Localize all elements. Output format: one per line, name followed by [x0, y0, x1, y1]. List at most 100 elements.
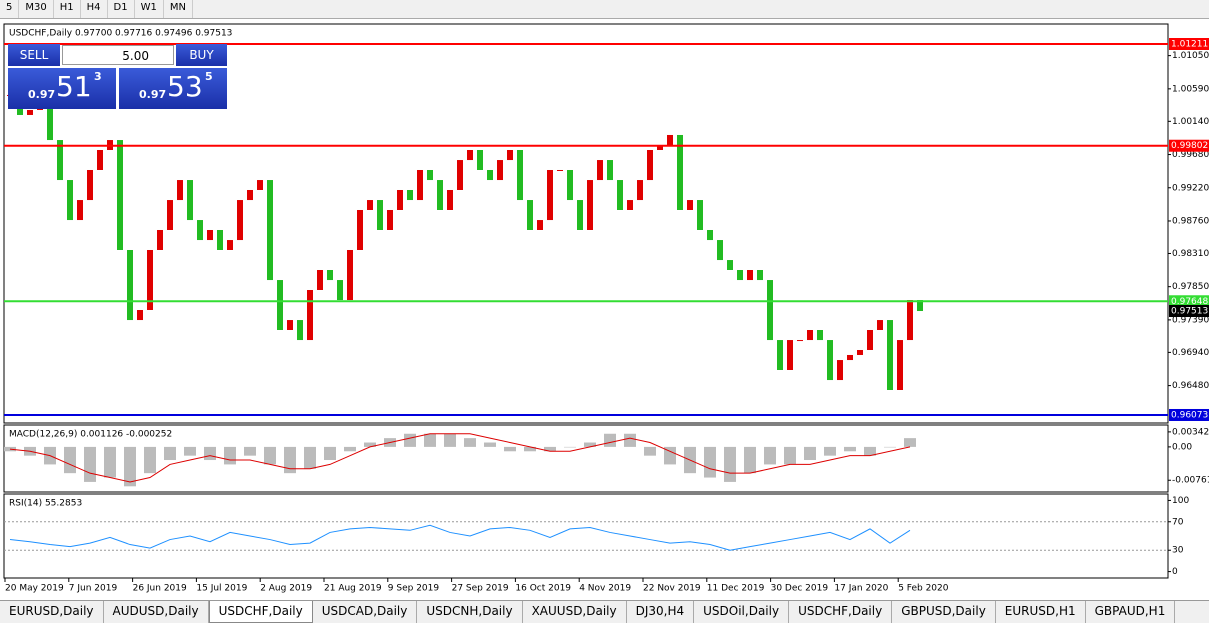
macd-bar — [144, 446, 156, 474]
macd-bar — [824, 446, 836, 456]
chart-tab[interactable]: EURUSD,H1 — [996, 601, 1086, 623]
candle — [357, 209, 363, 250]
candle — [237, 200, 243, 241]
timeframe-button[interactable]: M30 — [19, 0, 54, 18]
chart-tab[interactable]: DJ30,H4 — [627, 601, 695, 623]
candle — [827, 340, 833, 381]
macd-bar — [444, 433, 456, 447]
candle — [757, 269, 763, 281]
chart-tabs: EURUSD,Daily AUDUSD,Daily USDCHF,Daily USDC… — [0, 600, 1209, 623]
buy-big: 53 — [167, 70, 203, 103]
candle — [157, 229, 163, 250]
y-tick-label: 0.003428 — [1172, 427, 1209, 437]
macd-bar — [484, 442, 496, 447]
lot-input[interactable]: 5.00 — [62, 45, 174, 65]
y-tick-label: 0.96940 — [1172, 348, 1209, 358]
candle — [197, 220, 203, 241]
candle — [457, 160, 463, 190]
candle — [167, 200, 173, 230]
candle — [887, 320, 893, 391]
timeframe-button[interactable]: 5 — [0, 0, 20, 18]
buy-button[interactable]: BUY — [176, 44, 227, 66]
candle — [877, 320, 883, 331]
sell-button[interactable]: SELL — [8, 44, 60, 66]
macd-bar — [284, 446, 296, 474]
macd-bar — [584, 442, 596, 447]
pane-frame — [3, 424, 1169, 493]
timeframe-button[interactable]: MN — [164, 0, 193, 18]
x-tick-label: 16 Oct 2019 — [515, 584, 571, 594]
chart-tab[interactable]: USDCHF,Daily — [208, 601, 313, 623]
candle — [227, 240, 233, 250]
candle — [27, 109, 33, 115]
buy-small: 5 — [205, 70, 213, 83]
candle — [407, 189, 413, 201]
candle — [797, 340, 803, 342]
x-tick-label: 7 Jun 2019 — [69, 584, 118, 594]
macd-bar — [744, 446, 756, 474]
candle — [557, 169, 563, 171]
candle — [817, 330, 823, 341]
level-label: 1.01211 — [1171, 40, 1208, 50]
candle — [727, 260, 733, 270]
y-tick-label: 70 — [1172, 517, 1184, 527]
chart-tab[interactable]: GBPUSD,Daily — [892, 601, 996, 623]
buy-prefix: 0.97 — [139, 88, 167, 101]
sell-price[interactable]: 0.97 51 3 — [8, 68, 116, 109]
chart-tab[interactable]: AUDUSD,Daily — [104, 601, 209, 623]
x-tick-label: 30 Dec 2019 — [771, 584, 829, 594]
macd-bar — [224, 446, 236, 465]
candle — [297, 320, 303, 341]
macd-bar — [244, 446, 256, 456]
candle — [627, 200, 633, 210]
candle — [697, 200, 703, 230]
candle — [807, 330, 813, 341]
level-tag — [1169, 408, 1209, 421]
timeframe-button[interactable]: W1 — [135, 0, 164, 18]
y-tick-label: 0.96480 — [1172, 381, 1209, 391]
x-tick-label: 20 May 2019 — [5, 584, 64, 594]
chart-tab[interactable]: USDCAD,Daily — [313, 601, 418, 623]
macd-bar — [124, 446, 136, 487]
timeframe-button[interactable]: H1 — [54, 0, 81, 18]
buy-price[interactable]: 0.97 53 5 — [119, 68, 227, 109]
x-tick-label: 2 Aug 2019 — [260, 584, 312, 594]
candle — [717, 240, 723, 261]
x-tick-label: 27 Sep 2019 — [452, 584, 509, 594]
candle — [567, 169, 573, 201]
chart-tab[interactable]: USDCHF,Daily — [789, 601, 893, 623]
chart-tab[interactable]: GBPAUD,H1 — [1086, 601, 1176, 623]
x-tick-label: 21 Aug 2019 — [324, 584, 382, 594]
macd-bar — [304, 446, 316, 469]
chart-tab[interactable]: XAUUSD,Daily — [523, 601, 627, 623]
candle — [907, 300, 913, 341]
last-price-tag — [1169, 305, 1209, 318]
timeframe-toolbar: 5 M30 H1 H4 D1 W1 MN — [0, 0, 1209, 19]
candle — [637, 180, 643, 201]
candle — [507, 149, 513, 161]
x-tick-label: 17 Jan 2020 — [834, 584, 888, 594]
sell-small: 3 — [94, 70, 102, 83]
macd-bar — [364, 442, 376, 447]
macd-bar — [764, 446, 776, 465]
candle — [67, 180, 73, 221]
chart-tab[interactable]: EURUSD,Daily — [0, 601, 104, 623]
candle — [577, 200, 583, 230]
chart-tab[interactable]: USDCNH,Daily — [417, 601, 523, 623]
y-tick-label: 0.99220 — [1172, 183, 1209, 193]
y-tick-label: -0.007615 — [1172, 476, 1209, 486]
candle — [657, 145, 663, 150]
candle — [177, 180, 183, 201]
candle — [87, 169, 93, 201]
timeframe-button[interactable]: H4 — [81, 0, 108, 18]
candle — [417, 169, 423, 201]
chart-tab[interactable]: USDOil,Daily — [694, 601, 790, 623]
macd-bar — [524, 446, 536, 452]
macd-bar — [724, 446, 736, 482]
candle — [57, 140, 63, 181]
timeframe-button[interactable]: D1 — [108, 0, 135, 18]
candle — [137, 310, 143, 321]
candle — [387, 209, 393, 230]
y-tick-label: 0.99680 — [1172, 150, 1209, 160]
